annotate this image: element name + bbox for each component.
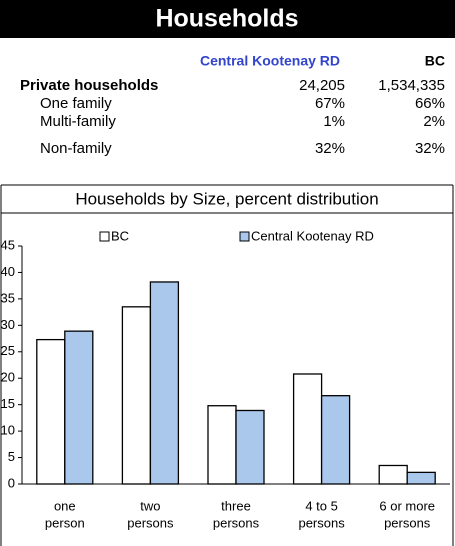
cell: 1,534,335 xyxy=(378,77,445,94)
bar xyxy=(320,395,351,485)
x-tick-label: 4 to 5 xyxy=(305,498,338,513)
y-tick-label: 20 xyxy=(1,370,15,385)
x-tick-label: persons xyxy=(127,515,174,530)
y-tick-label: 25 xyxy=(1,343,15,358)
bar xyxy=(406,471,436,485)
cell: 66% xyxy=(415,95,445,112)
y-tick-label: 0 xyxy=(8,475,15,490)
bar xyxy=(235,409,265,485)
cell: 24,205 xyxy=(299,77,345,94)
row-label: Non-family xyxy=(40,140,112,157)
header-bar xyxy=(0,0,455,38)
legend-label: Central Kootenay RD xyxy=(251,228,374,243)
bar xyxy=(121,306,152,485)
bar xyxy=(207,405,237,485)
row-label: Private households xyxy=(20,77,158,94)
x-tick-label: person xyxy=(45,515,85,530)
y-tick-label: 30 xyxy=(1,317,15,332)
bar xyxy=(149,281,180,485)
y-tick-label: 15 xyxy=(1,396,15,411)
row-label: One family xyxy=(40,95,112,112)
bar xyxy=(292,373,323,485)
chart-title: Households by Size, percent distribution xyxy=(75,189,378,208)
x-tick-label: one xyxy=(54,498,76,513)
header-title: Households xyxy=(155,5,298,33)
y-tick-label: 40 xyxy=(1,264,15,279)
legend-swatch xyxy=(239,231,250,242)
y-tick-label: 45 xyxy=(1,237,15,252)
column-header: BC xyxy=(425,53,445,69)
cell: 1% xyxy=(323,113,345,130)
x-tick-label: 6 or more xyxy=(379,498,435,513)
x-tick-label: persons xyxy=(298,515,345,530)
x-tick-label: three xyxy=(221,498,251,513)
x-tick-label: persons xyxy=(384,515,431,530)
column-header: Central Kootenay RD xyxy=(200,53,340,69)
legend-label: BC xyxy=(111,228,129,243)
bar xyxy=(378,464,408,485)
y-tick-label: 5 xyxy=(8,449,15,464)
row-label: Multi-family xyxy=(40,113,116,130)
bar xyxy=(36,338,66,485)
y-tick-label: 35 xyxy=(1,290,15,305)
x-tick-label: persons xyxy=(213,515,260,530)
cell: 32% xyxy=(315,140,345,157)
cell: 67% xyxy=(315,95,345,112)
x-tick-label: two xyxy=(140,498,160,513)
cell: 2% xyxy=(423,113,445,130)
legend-swatch xyxy=(99,231,110,242)
bar xyxy=(64,330,94,485)
y-tick-label: 10 xyxy=(1,423,15,438)
cell: 32% xyxy=(415,140,445,157)
